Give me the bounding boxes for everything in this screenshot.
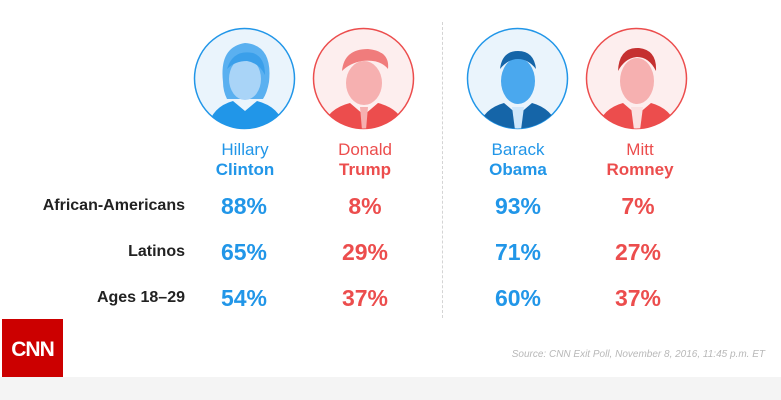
cnn-logo-text: CNN bbox=[11, 338, 54, 361]
footer-band bbox=[0, 377, 781, 400]
last-name: Obama bbox=[489, 160, 547, 179]
first-name: Mitt bbox=[626, 140, 654, 159]
clinton-portrait bbox=[193, 27, 296, 130]
last-name: Clinton bbox=[215, 160, 275, 179]
source-note: Source: CNN Exit Poll, November 8, 2016,… bbox=[511, 349, 765, 360]
value-cell: 88% bbox=[220, 193, 268, 219]
value-cell: 7% bbox=[621, 193, 655, 219]
romney-portrait bbox=[585, 27, 688, 130]
trump-portrait bbox=[312, 27, 415, 130]
election-divider bbox=[442, 22, 443, 318]
first-name: Donald bbox=[338, 140, 392, 159]
row-label-ages-18-29: Ages 18–29 bbox=[96, 289, 185, 306]
value-cell: 93% bbox=[494, 193, 542, 219]
obama-portrait bbox=[466, 27, 569, 130]
candidate-name-obama: Barack Obama bbox=[448, 140, 588, 180]
candidate-name-clinton: Hillary Clinton bbox=[175, 140, 315, 180]
value-cell: 8% bbox=[348, 193, 382, 219]
value-cell: 29% bbox=[341, 239, 389, 265]
value-cell: 71% bbox=[494, 239, 542, 265]
value-cell: 60% bbox=[494, 285, 542, 311]
row-label-latinos: Latinos bbox=[128, 243, 185, 260]
last-name: Trump bbox=[339, 160, 391, 179]
cnn-logo: CNN bbox=[2, 319, 63, 377]
value-cell: 54% bbox=[220, 285, 268, 311]
value-cell: 37% bbox=[341, 285, 389, 311]
value-cell: 37% bbox=[614, 285, 662, 311]
first-name: Hillary bbox=[221, 140, 269, 159]
value-cell: 27% bbox=[614, 239, 662, 265]
first-name: Barack bbox=[491, 140, 545, 159]
row-label-african-americans: African-Americans bbox=[42, 197, 185, 214]
last-name: Romney bbox=[606, 160, 674, 179]
candidate-name-trump: Donald Trump bbox=[295, 140, 435, 180]
candidate-name-romney: Mitt Romney bbox=[570, 140, 710, 180]
value-cell: 65% bbox=[220, 239, 268, 265]
